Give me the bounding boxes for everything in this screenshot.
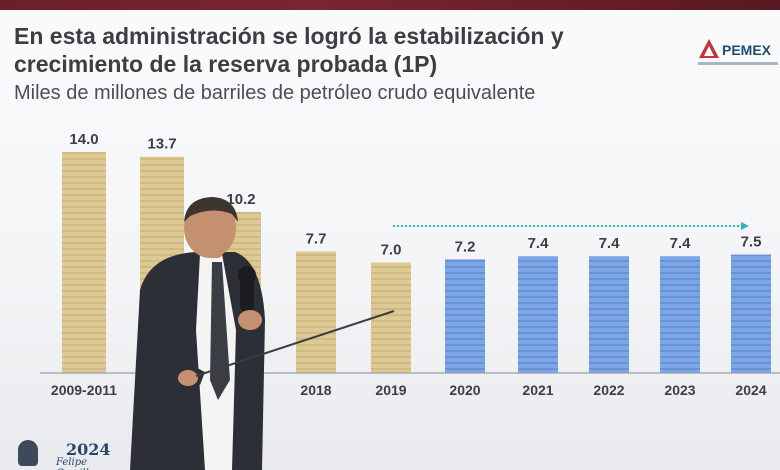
bar-2022 <box>589 256 629 373</box>
tick-label-2024: 2024 <box>735 382 766 398</box>
bar-2020 <box>445 259 485 373</box>
value-label-2012-2016: 13.7 <box>147 136 176 153</box>
trend-arrow-head <box>741 222 749 230</box>
top-band <box>0 0 780 10</box>
watermark: 2024 Felipe Carrillo <box>16 440 126 470</box>
slide-title: En esta administración se logró la estab… <box>14 23 564 77</box>
tick-label-2022: 2022 <box>593 382 624 398</box>
value-label-2023: 7.4 <box>670 235 692 252</box>
logo-tagline <box>698 62 778 65</box>
bar-2024 <box>731 254 771 373</box>
tick-label-2019: 2019 <box>375 382 406 398</box>
tick-label-2018: 2018 <box>300 382 331 398</box>
slide-subtitle: Miles de millones de barriles de petróle… <box>14 82 536 104</box>
watermark-portrait <box>18 440 38 466</box>
bar-2019 <box>371 262 411 373</box>
bar-2018 <box>296 251 336 373</box>
value-label-2020: 7.2 <box>455 238 476 255</box>
pemex-logo: PEMEX <box>698 38 778 66</box>
value-label-2019: 7.0 <box>381 242 402 259</box>
bar-2012-2016 <box>140 156 184 373</box>
bar-2017 <box>221 211 261 373</box>
value-label-2009-2011: 14.0 <box>69 131 98 148</box>
logo-text: PEMEX <box>722 42 772 58</box>
trend-arrow <box>393 222 749 230</box>
watermark-name: Felipe Carrillo <box>56 457 95 470</box>
tick-label-2020: 2020 <box>449 382 480 398</box>
value-label-2018: 7.7 <box>306 230 327 247</box>
value-label-2024: 7.5 <box>741 234 762 251</box>
tick-label-2012-2016: 20 <box>154 382 170 398</box>
tick-label-2017: 17 <box>233 382 249 398</box>
value-label-2022: 7.4 <box>599 235 621 252</box>
watermark-year: 2024 <box>66 440 111 459</box>
bar-2023 <box>660 256 700 373</box>
tick-label-2009-2011: 2009-2011 <box>51 382 117 398</box>
bars-group <box>62 152 771 373</box>
tick-labels-group: 2009-2011 20 17 2018 2019 2020 2021 2022 2023 202… <box>51 382 767 398</box>
value-label-2017: 10.2 <box>226 191 255 208</box>
tick-label-2023: 2023 <box>664 382 695 398</box>
bar-2009-2011 <box>62 152 106 373</box>
bar-2021 <box>518 256 558 373</box>
value-label-2021: 7.4 <box>528 235 550 252</box>
tick-label-2021: 2021 <box>522 382 553 398</box>
pemex-eagle-icon <box>699 39 719 58</box>
